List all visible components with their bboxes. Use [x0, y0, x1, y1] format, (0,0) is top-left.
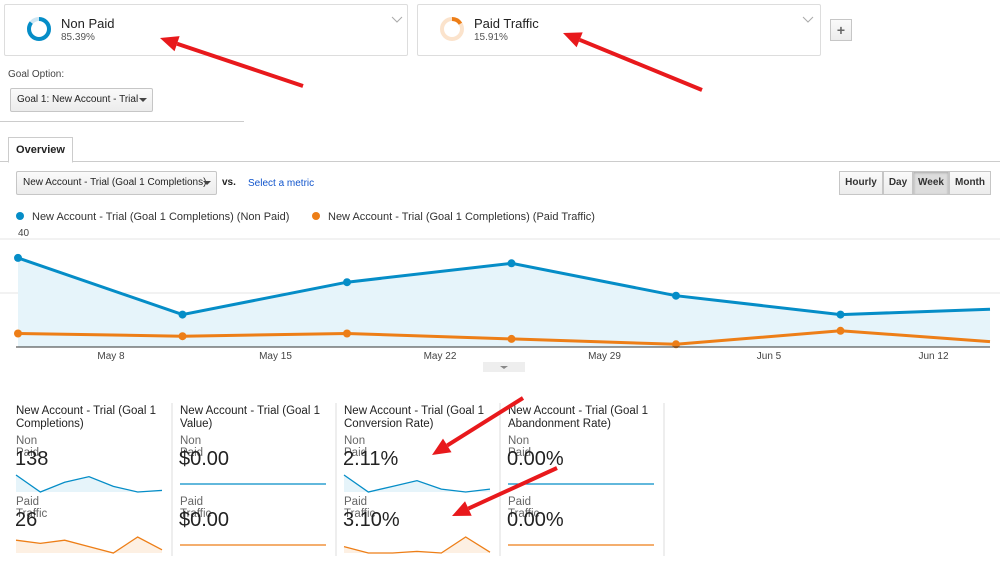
sparkline [343, 474, 491, 493]
area [18, 257, 990, 347]
scorecard-segment: Paid Traffic [16, 496, 48, 520]
legend-marker [312, 212, 320, 220]
sparkline-area [344, 475, 490, 492]
goal-option-label: Goal Option: [8, 69, 65, 80]
segment-value: 15.91% [474, 32, 508, 43]
scorecard-value: 3.10% [343, 509, 400, 531]
legend-label: New Account - Trial (Goal 1 Completions)… [32, 211, 289, 223]
interval-button[interactable]: Month [949, 171, 991, 195]
point [178, 310, 187, 319]
sparkline [343, 536, 491, 554]
point [14, 253, 22, 262]
point [672, 291, 680, 300]
y-tick-label: 40 [18, 228, 30, 239]
scorecard-title: New Account - Trial (Goal 1 Conversion R… [344, 405, 484, 430]
scorecard-segment: Non Paid [16, 435, 40, 459]
scorecard-segment: Non Paid [180, 435, 204, 459]
x-tick-label: May 22 [424, 351, 457, 362]
legend-label: New Account - Trial (Goal 1 Completions)… [328, 211, 595, 223]
point [836, 326, 845, 335]
sparkline-area [16, 475, 162, 492]
x-tick-label: May 15 [259, 351, 292, 362]
divider [0, 121, 244, 122]
interval-button[interactable]: Day [883, 171, 913, 195]
chart-handle [483, 362, 525, 372]
arrow-head [432, 438, 452, 455]
segment-name: Paid Traffic [474, 16, 539, 31]
scorecard-segment: Paid Traffic [344, 496, 376, 520]
segment-name: Non Paid [61, 16, 115, 31]
legend-marker [16, 212, 24, 220]
scorecard-segment: Non Paid [344, 435, 368, 459]
point [507, 334, 516, 343]
point [672, 340, 680, 349]
scorecard-segment: Paid Traffic [180, 496, 212, 520]
line [17, 329, 991, 346]
goal-dropdown[interactable]: Goal 1: New Account - Trial [10, 88, 153, 112]
x-tick-label: Jun 5 [757, 351, 782, 362]
point [14, 329, 22, 338]
scorecard-value: 26 [15, 509, 38, 531]
sparkline [15, 536, 163, 554]
interval-buttons: Hourly Day Week Month [839, 171, 991, 195]
sparkline-area [344, 537, 490, 553]
point [507, 259, 516, 268]
chart-handle-arrow [500, 366, 508, 369]
scorecard-title: New Account - Trial (Goal 1 Abandonment … [508, 405, 648, 430]
scorecard-title: New Account - Trial (Goal 1 Completions) [16, 405, 156, 430]
interval-button[interactable]: Hourly [839, 171, 883, 195]
scorecard-value: $0.00 [179, 448, 230, 470]
scorecard-value: 0.00% [507, 509, 564, 531]
point [343, 329, 351, 338]
scorecard-value: 138 [15, 448, 49, 470]
sparkline [15, 474, 163, 493]
select-metric-link[interactable]: Select a metric [248, 178, 315, 189]
scorecard-value: 0.00% [507, 448, 564, 470]
scorecard-value: 2.11% [343, 448, 399, 470]
goal-selected: Goal 1: New Account - Trial [17, 94, 139, 105]
sparkline-area [16, 537, 162, 553]
x-tick-label: Jun 12 [918, 351, 948, 362]
point [178, 332, 187, 341]
segment-value: 85.39% [61, 32, 95, 43]
scorecard-title: New Account - Trial (Goal 1 Value) [180, 405, 320, 430]
point [836, 310, 845, 319]
arrow-head [452, 501, 472, 516]
line [17, 256, 991, 317]
metric-dropdown[interactable]: New Account - Trial (Goal 1 Completions) [16, 171, 217, 195]
point [343, 278, 351, 287]
metric-selected: New Account - Trial (Goal 1 Completions) [23, 177, 207, 188]
overview-tab[interactable]: Overview [8, 137, 73, 163]
add-segment-button[interactable]: + [830, 19, 852, 41]
x-tick-label: May 29 [588, 351, 621, 362]
y-tick-label: 20 [18, 282, 30, 293]
vs-label: vs. [222, 177, 236, 188]
tab-line [0, 161, 1000, 162]
interval-button[interactable]: Week [913, 171, 949, 195]
annotations [160, 32, 703, 516]
scorecard-value: $0.00 [179, 509, 230, 531]
x-tick-label: May 8 [97, 351, 125, 362]
